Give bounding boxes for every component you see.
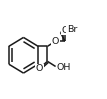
Text: OH: OH	[57, 63, 71, 72]
Text: O: O	[36, 64, 43, 73]
Text: Br: Br	[67, 25, 77, 34]
Text: O: O	[52, 37, 59, 46]
Text: O: O	[61, 26, 69, 35]
